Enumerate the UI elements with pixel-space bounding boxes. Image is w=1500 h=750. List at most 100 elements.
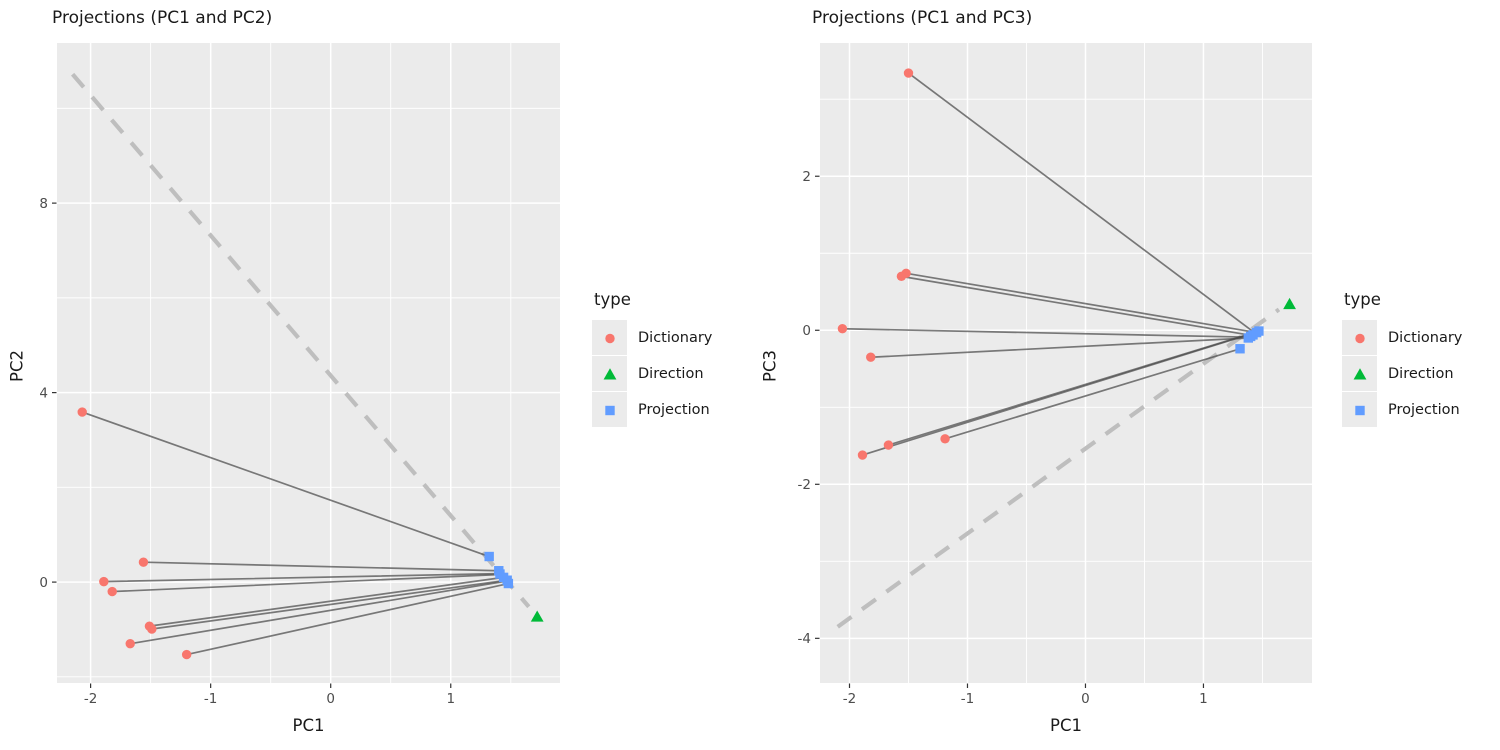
y-axis-title-pc3: PC3 — [760, 350, 780, 382]
legend-key — [1342, 356, 1377, 391]
legend-title: type — [594, 290, 631, 309]
y-tick-label: 0 — [39, 575, 48, 591]
square-glyph — [1354, 405, 1365, 415]
legend-item-direction: Direction — [592, 356, 712, 391]
x-axis-title-pc1: PC1 — [292, 716, 325, 735]
panel-background — [820, 43, 1312, 683]
legend-item-label: Direction — [638, 365, 704, 382]
legend-item-projection: Projection — [1342, 392, 1462, 427]
y-tick-label: 4 — [39, 385, 48, 401]
direction-point — [1283, 297, 1296, 310]
projection-segment — [150, 579, 509, 630]
legend-key — [592, 320, 627, 355]
dictionary-point — [903, 68, 914, 78]
plot-title-pc1-pc3: Projections (PC1 and PC3) — [812, 8, 1033, 28]
legend-items: Dictionary Direction Projection — [592, 320, 712, 427]
legend-item-dictionary: Dictionary — [1342, 320, 1462, 355]
x-tick-label: 1 — [446, 691, 455, 707]
dictionary-point — [77, 407, 87, 417]
dictionary-point — [866, 352, 876, 362]
legend-item-projection: Projection — [592, 392, 712, 427]
projection-point — [484, 551, 494, 562]
projection-segment — [129, 580, 507, 645]
y-tick-label: 2 — [802, 169, 811, 185]
circle-icon — [1354, 333, 1365, 343]
direction-point — [530, 610, 544, 622]
dictionary-point — [125, 638, 135, 649]
dictionary-point — [147, 624, 157, 634]
projection-segment — [869, 337, 1250, 359]
square-icon — [1354, 405, 1365, 415]
x-tick-label: 0 — [1081, 691, 1090, 707]
plot-canvas-pc1-pc3: -2 -1 0 1 -4 -2 0 2 — [798, 43, 1312, 707]
x-tick-label: 1 — [1199, 691, 1208, 707]
triangle-icon — [1353, 367, 1366, 379]
dictionary-point — [138, 557, 149, 567]
circle-glyph — [1354, 333, 1365, 343]
circle-icon — [604, 333, 615, 343]
projection-point — [1254, 326, 1264, 336]
projection-segment — [905, 272, 1258, 334]
dictionary-point — [99, 576, 109, 587]
projection-point — [1235, 344, 1245, 354]
plot-title-pc1-pc2: Projections (PC1 and PC2) — [52, 8, 273, 28]
dictionary-point — [883, 440, 894, 450]
projection-segment — [185, 582, 510, 656]
y-tick-label: -2 — [798, 477, 811, 493]
square-icon — [604, 405, 615, 415]
legend-key — [1342, 392, 1377, 427]
plot-canvas-pc1-pc2: -2 -1 0 1 0 4 8 — [39, 43, 560, 707]
projection-segment — [102, 572, 501, 583]
dictionary-point — [896, 271, 907, 282]
legend-title: type — [1344, 290, 1381, 309]
projection-segment — [887, 330, 1260, 446]
x-tick-label: 0 — [326, 691, 335, 707]
panel-background — [57, 43, 560, 683]
legend-pc1-pc3: type Dictionary Direction Projection — [1342, 290, 1462, 428]
projection-segment — [841, 327, 1252, 339]
dictionary-point — [181, 649, 192, 660]
triangle-glyph — [1353, 367, 1366, 379]
x-tick-label: -2 — [843, 691, 856, 707]
x-tick-label: -2 — [84, 691, 97, 707]
y-tick-label: 0 — [802, 323, 811, 339]
projection-point — [503, 578, 514, 589]
legend-item-label: Projection — [1388, 401, 1460, 418]
triangle-glyph — [603, 367, 616, 379]
legend-key — [592, 392, 627, 427]
dictionary-point — [940, 434, 950, 444]
projection-segment — [900, 275, 1254, 337]
pc1-pc2-figure: Projections (PC1 and PC2) -2 -1 0 1 0 4 8 PC1 … — [7, 8, 713, 735]
x-tick-label: -1 — [961, 691, 974, 707]
direction-axis-dashed-line — [836, 307, 1281, 629]
square-glyph — [604, 405, 615, 415]
dictionary-point — [107, 586, 117, 597]
triangle-icon — [603, 367, 616, 379]
pc1-pc3-figure: Projections (PC1 and PC3) -2 -1 0 1 -4 -2 0 2 P… — [750, 0, 1500, 750]
legend-pc1-pc2: type Dictionary Direction Projection — [592, 290, 712, 428]
y-axis-title-pc2: PC2 — [7, 350, 27, 382]
dictionary-point — [857, 450, 868, 460]
legend-item-dictionary: Dictionary — [592, 320, 712, 355]
y-tick-label: -4 — [798, 631, 811, 647]
circle-glyph — [604, 333, 615, 343]
legend-key — [1342, 320, 1377, 355]
legend-items: Dictionary Direction Projection — [1342, 320, 1462, 427]
projection-segment — [142, 561, 500, 572]
legend-item-label: Direction — [1388, 365, 1454, 382]
y-tick-label: 8 — [39, 196, 48, 212]
projection-segment — [944, 347, 1241, 440]
legend-item-label: Dictionary — [638, 329, 713, 346]
direction-axis-dashed-line — [71, 72, 531, 609]
projection-segment — [111, 573, 501, 593]
projection-segment — [148, 576, 505, 628]
projection-segment — [81, 411, 491, 558]
legend-item-label: Dictionary — [1388, 329, 1463, 346]
projection-segment — [907, 72, 1257, 335]
legend-key — [592, 356, 627, 391]
x-axis-title-pc1: PC1 — [1050, 716, 1082, 735]
dictionary-point — [837, 324, 848, 334]
x-tick-label: -1 — [204, 691, 217, 707]
legend-item-label: Projection — [638, 401, 710, 418]
